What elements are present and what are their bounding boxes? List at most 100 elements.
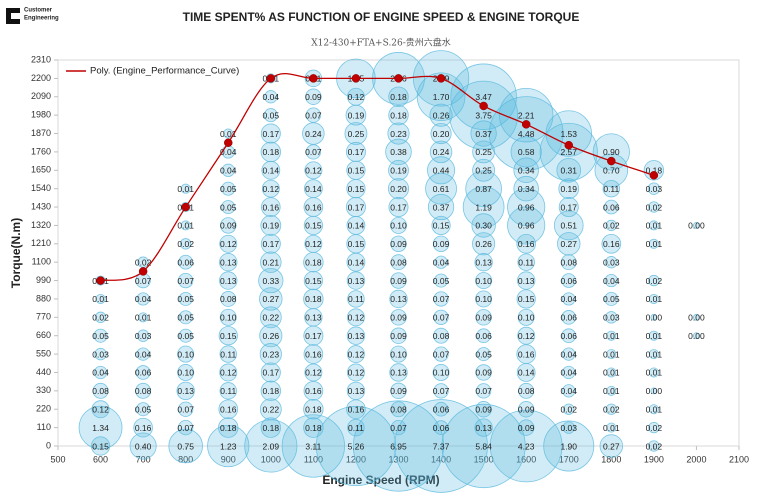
bubble-label: 0.04: [560, 368, 577, 378]
legend: Poly. (Engine_Performance_Curve): [66, 66, 239, 77]
bubble: [433, 401, 449, 417]
bubble: [558, 197, 579, 218]
bubble-label: 0.06: [560, 276, 577, 286]
bubble-label: 0.07: [433, 294, 450, 304]
bubble-label: 1.23: [220, 441, 237, 451]
bubble: [259, 398, 282, 421]
bubble: [517, 326, 536, 345]
bubble-label: 0.30: [475, 221, 492, 231]
bubble-label: 0.02: [646, 202, 663, 212]
bubble-label: 0.33: [263, 276, 280, 286]
bubble-label: 0.12: [518, 331, 535, 341]
bubble: [475, 401, 492, 418]
performance-point: [266, 74, 276, 83]
bubble: [219, 308, 237, 326]
bubble-label: 0.90: [603, 147, 620, 157]
bubble: [476, 328, 491, 344]
bubble-label: 0.18: [263, 147, 280, 157]
bubble-label: 0.04: [135, 349, 152, 359]
bubble-label: 0.09: [475, 368, 492, 378]
bubble: [389, 289, 408, 309]
bubble-label: 0.04: [433, 257, 450, 267]
bubble-label: 0.51: [560, 221, 577, 231]
bubble: [693, 222, 700, 229]
bubble: [261, 197, 281, 217]
bubble: [303, 179, 323, 199]
bubble-label: 0.07: [433, 313, 450, 323]
bubble: [259, 343, 282, 366]
bubble: [135, 365, 151, 380]
bubble-label: 0.05: [220, 184, 237, 194]
bubble: [94, 347, 107, 361]
y-tick-label: 2310: [31, 54, 51, 64]
bubble: [432, 235, 450, 253]
bubble: [259, 287, 283, 311]
bubble-label: 0.08: [92, 386, 109, 396]
bubble-label: 3.47: [475, 92, 492, 102]
bubble: [648, 274, 660, 287]
bubble: [474, 253, 493, 272]
bubble-label: 0.10: [177, 349, 194, 359]
bubble-label: 0.12: [305, 368, 322, 378]
bubble-label: 0.09: [518, 404, 535, 414]
bubble-label: 0.00: [688, 313, 705, 323]
bubble: [385, 138, 412, 166]
bubble-label: 0.01: [646, 349, 663, 359]
bubble: [347, 418, 365, 437]
bubble-label: 2.21: [518, 110, 535, 120]
bubble-label: 0.12: [348, 313, 365, 323]
bubble-label: 0.05: [177, 331, 194, 341]
bubble: [178, 310, 193, 325]
bubble-label: 0.02: [177, 239, 194, 249]
bubble-label: 0.11: [220, 349, 236, 359]
bubble: [258, 267, 284, 294]
bubble-label: 0.18: [263, 423, 280, 433]
bubble-label: 0.06: [560, 331, 577, 341]
bubble-label: 0.18: [305, 423, 322, 433]
bubble: [94, 311, 107, 323]
bubble-label: 0.01: [646, 404, 663, 414]
bubble-label: 1.90: [560, 441, 577, 451]
bubble: [518, 382, 535, 399]
bubble-label: 0.96: [518, 202, 535, 212]
bubble: [605, 219, 617, 232]
performance-point: [394, 74, 403, 83]
bubble-label: 0.02: [646, 441, 663, 451]
bubble: [605, 403, 617, 415]
bubble-label: 0.08: [518, 386, 535, 396]
bubble: [95, 293, 106, 304]
bubble: [305, 107, 322, 123]
bubble: [219, 382, 237, 400]
bubble-label: 1.19: [475, 202, 492, 212]
bubble: [218, 326, 238, 346]
bubble-label: 0.13: [518, 276, 535, 286]
bubble-label: 0.11: [348, 423, 364, 433]
y-tick-label: 660: [36, 330, 51, 340]
bubble: [390, 309, 407, 326]
bubble: [562, 365, 576, 380]
bubble: [472, 140, 496, 164]
bubble: [178, 254, 194, 270]
bubble-label: 0.16: [305, 349, 322, 359]
bubble-label: 0.16: [305, 202, 322, 212]
bubble: [303, 344, 324, 364]
bubble: [563, 403, 575, 415]
bubble-label: 0.18: [646, 166, 663, 176]
bubble: [260, 215, 282, 236]
bubble-label: 0.01: [220, 129, 237, 139]
bubble: [476, 347, 491, 362]
performance-point: [649, 171, 659, 180]
bubble-label: 0.58: [518, 147, 535, 157]
bubble-label: 0.06: [177, 257, 194, 267]
bubble: [260, 251, 282, 273]
logo-text: Customer: [24, 8, 53, 14]
bubble: [562, 384, 576, 398]
y-tick-label: 1980: [31, 110, 51, 120]
bubble: [475, 272, 493, 290]
bubble: [136, 347, 150, 361]
bubble-label: 0.17: [560, 202, 577, 212]
bubble-label: 0.26: [263, 331, 280, 341]
bubble-label: 0.19: [348, 110, 365, 120]
bubble: [261, 179, 280, 198]
